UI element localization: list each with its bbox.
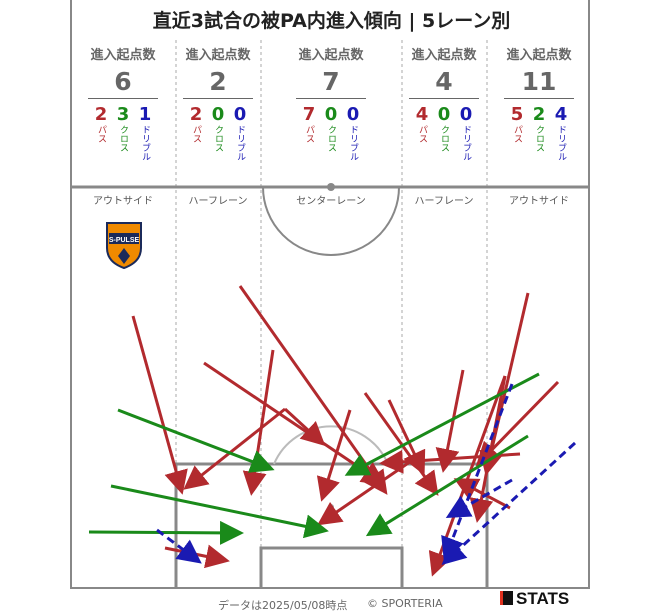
dribble-count: 0 ドリブル <box>346 104 360 162</box>
lane-header-halfspace-right: 進入起点数 4 4 パス 0 クロス 0 ドリブル <box>402 44 486 161</box>
page-title: 直近3試合の被PA内進入傾向 | 5レーン別 <box>152 10 511 32</box>
dribble-arrows <box>156 383 577 566</box>
dribble-arrow <box>441 383 514 562</box>
pass-arrow <box>316 409 352 502</box>
center-spot <box>327 183 335 191</box>
lane-header-label: 進入起点数 <box>90 48 156 63</box>
cross-arrow <box>110 484 329 539</box>
lane-name: アウトサイド <box>93 196 153 207</box>
pass-arrow <box>238 285 388 495</box>
pass-count: 4 パス <box>415 104 429 144</box>
cross-arrow <box>365 434 529 537</box>
center-circle <box>262 186 400 256</box>
lane-total: 6 <box>114 67 132 96</box>
lane-header-label: 進入起点数 <box>506 48 572 63</box>
lane-name: ハーフレーン <box>414 196 474 207</box>
copyright: © SPORTERIA <box>367 597 443 610</box>
divider <box>88 98 158 99</box>
penalty-area <box>174 462 489 589</box>
dribble-count: 0 ドリブル <box>459 104 473 162</box>
lane-name: センターレーン <box>296 196 366 207</box>
lane-total: 11 <box>521 67 557 96</box>
lane-breakdown: 7 パス 0 クロス 0 ドリブル <box>288 104 374 162</box>
lane-header-label: 進入起点数 <box>185 48 251 63</box>
penalty-spot <box>328 504 334 510</box>
lane-header-label: 進入起点数 <box>298 48 364 63</box>
lane-header-label: 進入起点数 <box>411 48 477 63</box>
lane-header-center: 進入起点数 7 7 パス 0 クロス 0 ドリブル <box>288 44 374 161</box>
lane-breakdown: 2 パス 0 クロス 0 ドリブル <box>176 104 260 162</box>
cross-arrow <box>88 520 244 545</box>
dribble-arrow <box>156 528 202 564</box>
cross-count: 0 クロス <box>437 104 451 153</box>
stats-mark-icon <box>500 591 513 605</box>
pass-count: 7 パス <box>302 104 316 144</box>
data-date-note: データは2025/05/08時点 <box>218 599 348 612</box>
dribble-arrow <box>445 478 513 518</box>
lane-total: 7 <box>322 67 340 96</box>
pass-arrow <box>283 407 326 447</box>
lane-total: 4 <box>435 67 453 96</box>
pass-arrows <box>131 285 560 577</box>
lane-header-outside-left: 進入起点数 6 2 パス 3 クロス 1 ドリブル <box>78 44 168 161</box>
pitch-frame <box>70 0 590 589</box>
lane-name: ハーフレーン <box>188 196 248 207</box>
dribble-count: 4 ドリブル <box>554 104 568 162</box>
cross-arrow <box>117 408 275 473</box>
divider <box>504 98 574 99</box>
pass-count: 2 パス <box>94 104 108 144</box>
pass-count: 2 パス <box>189 104 203 144</box>
pass-count: 5 パス <box>510 104 524 144</box>
lane-breakdown: 5 パス 2 クロス 4 ドリブル <box>494 104 584 162</box>
stats-logo: STATS <box>500 589 569 609</box>
pass-arrow <box>387 399 426 476</box>
pass-arrow <box>363 392 439 496</box>
pass-arrow <box>379 449 521 474</box>
dribble-count: 0 ドリブル <box>233 104 247 162</box>
team-emblem-icon: S-PULSE <box>106 222 142 270</box>
cross-count: 2 クロス <box>532 104 546 153</box>
pass-arrow <box>131 315 188 495</box>
divider <box>409 98 479 99</box>
goal-area <box>259 546 404 589</box>
cross-arrow <box>344 372 540 476</box>
cross-count: 0 クロス <box>324 104 338 153</box>
pass-arrow <box>475 380 560 467</box>
divider <box>296 98 366 99</box>
lane-header-halfspace-left: 進入起点数 2 2 パス 0 クロス 0 ドリブル <box>176 44 260 161</box>
dribble-count: 1 ドリブル <box>138 104 152 162</box>
lane-header-outside-right: 進入起点数 11 5 パス 2 クロス 4 ドリブル <box>494 44 584 161</box>
penalty-arc <box>273 425 389 465</box>
lane-total: 2 <box>209 67 227 96</box>
pass-arrow <box>183 407 286 490</box>
team-logo-text: S-PULSE <box>109 237 140 244</box>
dribble-arrow <box>441 441 577 566</box>
lane-breakdown: 2 パス 3 クロス 1 ドリブル <box>78 104 168 162</box>
cross-count: 3 クロス <box>116 104 130 153</box>
brand-name: STATS <box>516 589 570 608</box>
cross-count: 0 クロス <box>211 104 225 153</box>
lane-breakdown: 4 パス 0 クロス 0 ドリブル <box>402 104 486 162</box>
cross-arrows <box>88 372 540 545</box>
lane-name: アウトサイド <box>509 196 569 207</box>
divider <box>183 98 253 99</box>
